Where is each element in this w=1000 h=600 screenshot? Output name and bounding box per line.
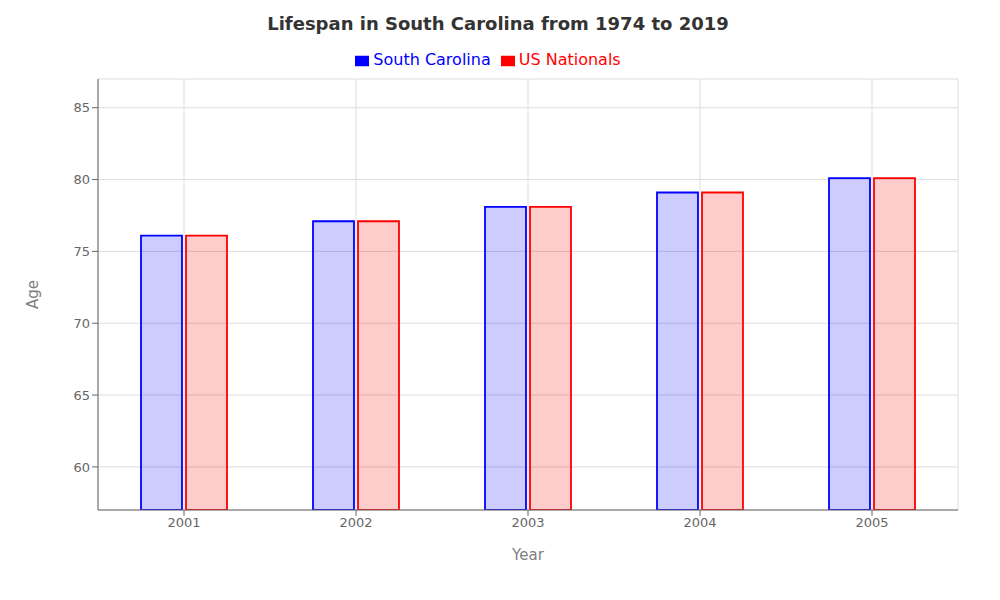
- html-text:South Carolina: South Carolina: [373, 50, 491, 69]
- svg-text:70: 70: [73, 316, 90, 331]
- svg-text:2004: 2004: [683, 515, 716, 530]
- svg-text:60: 60: [73, 460, 90, 475]
- html-text:Lifespan in South Carolina fro: Lifespan in South Carolina from 1974 to …: [267, 13, 729, 34]
- svg-text:2005: 2005: [855, 515, 888, 530]
- svg-text:75: 75: [73, 244, 90, 259]
- svg-text:80: 80: [73, 172, 90, 187]
- svg-text:Age: Age: [24, 280, 42, 309]
- html-text:US Nationals: US Nationals: [518, 50, 621, 69]
- svg-text:65: 65: [73, 388, 90, 403]
- svg-text:Year: Year: [511, 546, 545, 564]
- svg-text:2001: 2001: [167, 515, 200, 530]
- svg-text:85: 85: [73, 100, 90, 115]
- svg-text:2002: 2002: [339, 515, 372, 530]
- svg-text:2003: 2003: [511, 515, 544, 530]
